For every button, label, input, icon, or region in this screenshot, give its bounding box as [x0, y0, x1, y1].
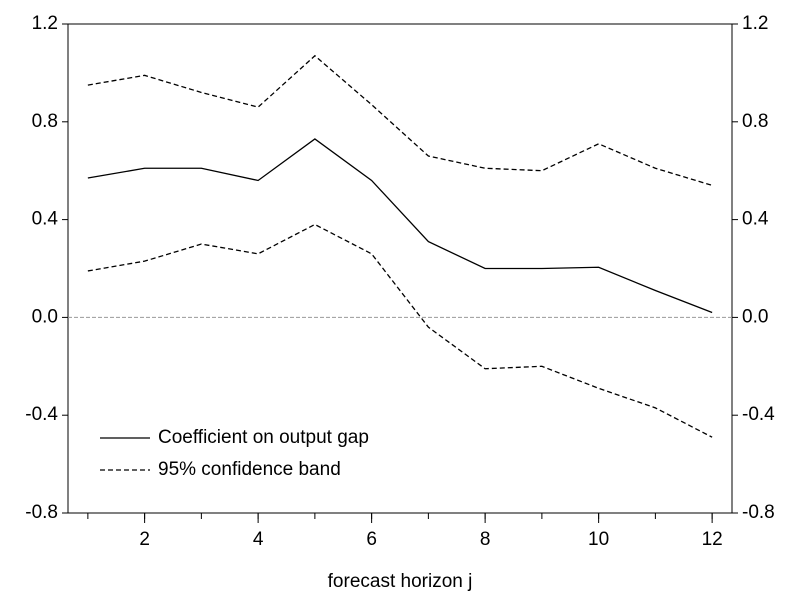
y2-tick-label: 0.4 — [742, 209, 769, 230]
series-line — [87, 138, 713, 314]
series-line-lower — [87, 223, 713, 438]
x-tick-label: 12 — [702, 529, 723, 550]
x-tick-label: 2 — [139, 529, 150, 550]
series-line — [87, 54, 713, 186]
y-tick-label: -0.8 — [25, 502, 58, 523]
x-axis-label: forecast horizon j — [328, 571, 473, 592]
legend-label: 95% confidence band — [158, 459, 341, 480]
x-tick-label: 8 — [480, 529, 491, 550]
y2-tick-label: -0.4 — [742, 404, 775, 425]
legend-label: Coefficient on output gap — [158, 427, 369, 448]
plot-frame — [67, 23, 733, 514]
x-tick-label: 6 — [366, 529, 377, 550]
y-tick-label: 0.8 — [32, 111, 58, 132]
y-tick-label: -0.4 — [25, 404, 58, 425]
y2-tick-label: -0.8 — [742, 502, 775, 523]
x-tick-label: 4 — [253, 529, 264, 550]
x-tick-label: 10 — [588, 529, 609, 550]
y2-tick-label: 1.2 — [742, 13, 768, 34]
y-tick-label: 1.2 — [32, 13, 58, 34]
y-tick-label: 0.4 — [32, 209, 59, 230]
y2-tick-label: 0.8 — [742, 111, 768, 132]
y2-tick-label: 0.0 — [742, 306, 768, 327]
y-tick-label: 0.0 — [32, 306, 58, 327]
